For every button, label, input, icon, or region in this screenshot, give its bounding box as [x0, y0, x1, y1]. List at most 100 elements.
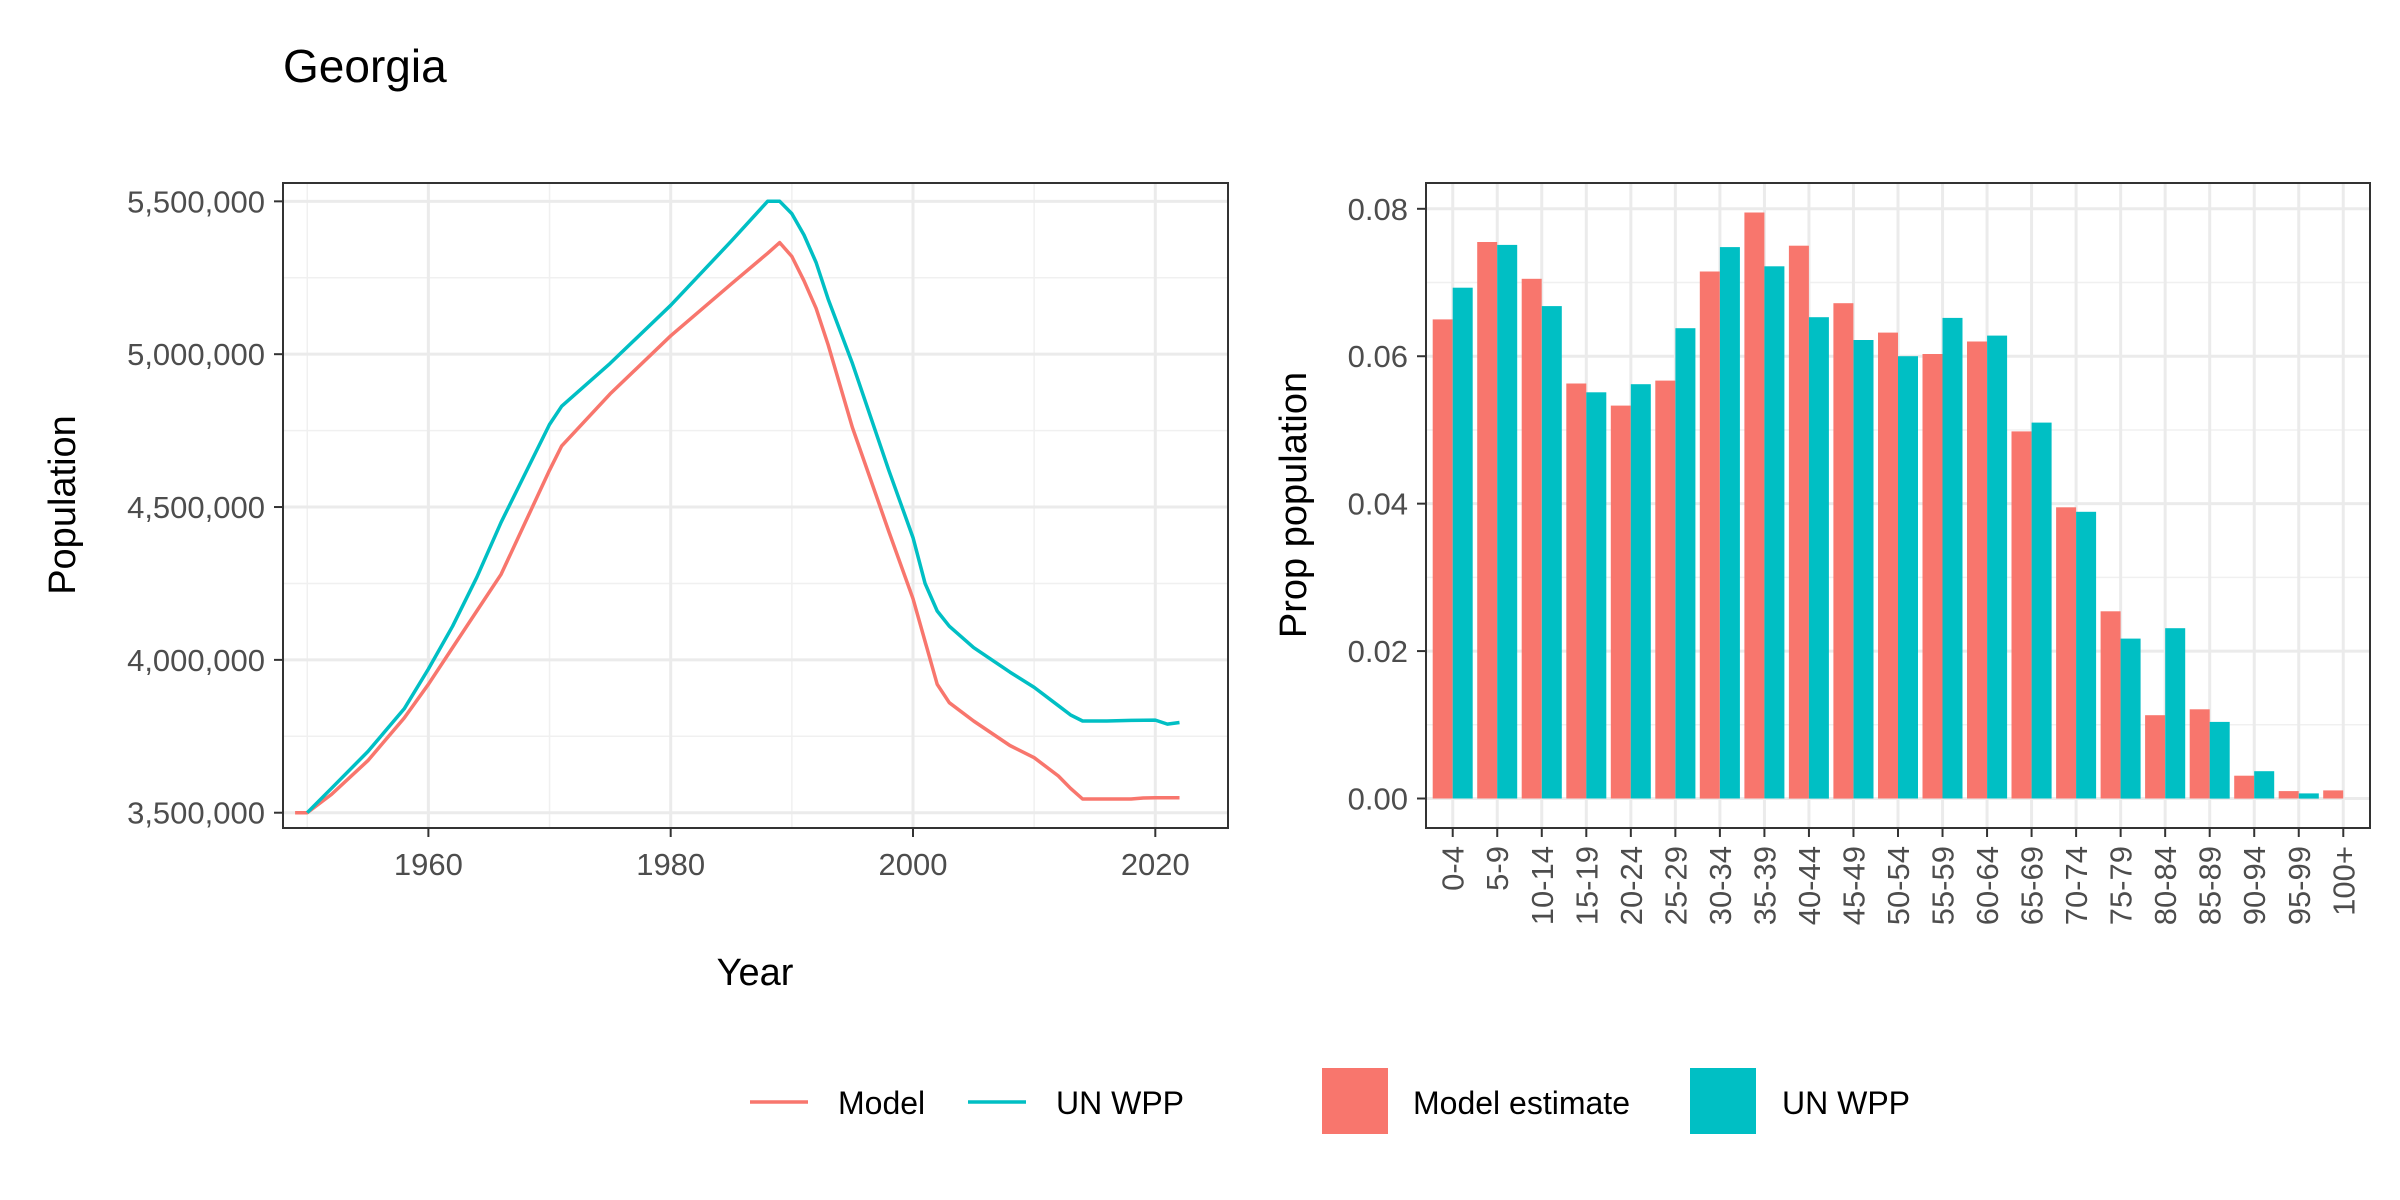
bar-un-wpp-25-29	[1675, 328, 1696, 799]
bar-model-estimate-55-59	[1922, 354, 1943, 799]
bar-un-wpp-30-34	[1719, 247, 1740, 799]
bar-model-estimate-95-99	[2278, 791, 2299, 799]
x-tick-label: 25-29	[1658, 846, 1693, 925]
line-chart-ticks: 1960 1980 2000 2020 3,500,000 4,000,000 4,500,…	[127, 184, 1190, 882]
bar-un-wpp-5-9	[1497, 244, 1518, 799]
x-tick-label: 5-9	[1480, 846, 1515, 891]
figure-title: Georgia	[283, 40, 447, 92]
bar-chart-y-axis-title: Prop population	[1273, 372, 1315, 638]
bar-chart-legend: Model estimate UN WPP	[1322, 1068, 1910, 1134]
x-tick-label: 20-24	[1614, 846, 1649, 925]
x-tick-label: 90-94	[2237, 846, 2272, 925]
bar-model-estimate-75-79	[2100, 611, 2121, 799]
x-tick-label: 85-89	[2193, 846, 2228, 925]
bar-chart-ticks: 0-4 5-9 10-14 15-19 20-24 25-29 30-34 35-39 40-4…	[1348, 192, 2362, 925]
series-line-un-wpp	[305, 199, 1180, 814]
bar-model-estimate-20-24	[1610, 405, 1631, 799]
x-tick-label: 15-19	[1569, 846, 1604, 925]
x-tick-label: 10-14	[1525, 846, 1560, 925]
bar-un-wpp-65-69	[2031, 422, 2052, 799]
bar-un-wpp-45-49	[1853, 340, 1874, 799]
bar-model-estimate-90-94	[2234, 775, 2255, 799]
y-tick-label: 0.06	[1348, 339, 1408, 374]
bar-un-wpp-75-79	[2120, 638, 2141, 799]
y-tick-label: 0.08	[1348, 192, 1408, 227]
line-chart-gridlines	[283, 183, 1228, 828]
bar-model-estimate-15-19	[1566, 383, 1587, 799]
bar-model-estimate-30-34	[1699, 271, 1720, 799]
y-tick-label: 0.02	[1348, 634, 1408, 669]
x-tick-label: 55-59	[1926, 846, 1961, 925]
x-tick-label: 35-39	[1747, 846, 1782, 925]
legend-key-unwpp-bar	[1690, 1068, 1756, 1134]
line-chart-x-axis-title: Year	[717, 952, 794, 994]
bar-model-estimate-60-64	[1967, 341, 1987, 799]
y-tick-label: 4,000,000	[127, 643, 265, 678]
x-tick-label: 60-64	[1970, 846, 2005, 925]
bar-model-estimate-100+	[2323, 790, 2344, 799]
x-tick-label: 80-84	[2148, 846, 2183, 925]
line-chart-y-axis-title: Population	[42, 415, 84, 595]
bar-un-wpp-10-14	[1541, 306, 1562, 799]
legend-label-model: Model	[838, 1085, 925, 1121]
y-tick-label: 0.00	[1348, 782, 1408, 817]
y-tick-label: 0.04	[1348, 487, 1408, 522]
x-tick-label: 0-4	[1436, 846, 1471, 891]
bar-un-wpp-85-89	[2209, 721, 2230, 799]
bar-model-estimate-80-84	[2145, 715, 2166, 799]
bar-model-estimate-45-49	[1833, 303, 1854, 799]
bar-model-estimate-85-89	[2189, 709, 2210, 799]
line-chart-legend: Model UN WPP	[750, 1085, 1184, 1121]
legend-label-unwpp-line: UN WPP	[1056, 1085, 1184, 1121]
bar-un-wpp-70-74	[2076, 511, 2097, 799]
bar-un-wpp-0-4	[1452, 287, 1473, 799]
bar-un-wpp-40-44	[1808, 317, 1829, 799]
x-tick-label: 100+	[2326, 846, 2361, 916]
bar-model-estimate-5-9	[1477, 242, 1498, 799]
age-distribution-bar-chart: 0-4 5-9 10-14 15-19 20-24 25-29 30-34 35-39 40-4…	[1273, 182, 2371, 925]
line-chart-panel-background	[283, 183, 1228, 828]
x-tick-label: 45-49	[1837, 846, 1872, 925]
bar-un-wpp-80-84	[2165, 628, 2186, 799]
bar-un-wpp-55-59	[1942, 317, 1963, 799]
bar-un-wpp-90-94	[2254, 771, 2275, 799]
x-tick-label: 2000	[879, 847, 948, 882]
bar-un-wpp-95-99	[2298, 793, 2319, 799]
bar-model-estimate-35-39	[1744, 212, 1765, 799]
bar-un-wpp-20-24	[1630, 384, 1651, 799]
x-tick-label: 1980	[636, 847, 705, 882]
series-line-model	[295, 240, 1180, 815]
legend-label-model-estimate: Model estimate	[1413, 1085, 1630, 1121]
bar-chart-bars	[1432, 212, 2344, 799]
population-line-chart: 1960 1980 2000 2020 3,500,000 4,000,000 4,500,…	[42, 182, 1229, 994]
bar-model-estimate-50-54	[1878, 332, 1898, 799]
y-tick-label: 4,500,000	[127, 490, 265, 525]
bar-un-wpp-35-39	[1764, 266, 1785, 799]
x-tick-label: 70-74	[2059, 846, 2094, 925]
legend-key-model-estimate	[1322, 1068, 1388, 1134]
bar-model-estimate-10-14	[1521, 278, 1542, 799]
x-tick-label: 1960	[394, 847, 463, 882]
line-chart-series	[295, 199, 1180, 815]
bar-model-estimate-25-29	[1655, 380, 1676, 799]
bar-model-estimate-70-74	[2056, 507, 2077, 799]
bar-model-estimate-40-44	[1788, 245, 1809, 799]
y-tick-label: 3,500,000	[127, 796, 265, 831]
bar-un-wpp-15-19	[1586, 392, 1607, 799]
x-tick-label: 2020	[1121, 847, 1190, 882]
bar-model-estimate-65-69	[2011, 431, 2032, 799]
x-tick-label: 50-54	[1881, 846, 1916, 925]
x-tick-label: 75-79	[2104, 846, 2139, 925]
bar-model-estimate-0-4	[1432, 319, 1453, 799]
bar-un-wpp-50-54	[1898, 356, 1918, 799]
x-tick-label: 95-99	[2282, 846, 2317, 925]
legend-label-unwpp-bar: UN WPP	[1782, 1085, 1910, 1121]
x-tick-label: 30-34	[1703, 846, 1738, 925]
y-tick-label: 5,500,000	[127, 184, 265, 219]
x-tick-label: 40-44	[1792, 846, 1827, 925]
bar-un-wpp-60-64	[1987, 335, 2008, 799]
x-tick-label: 65-69	[2015, 846, 2050, 925]
y-tick-label: 5,000,000	[127, 337, 265, 372]
